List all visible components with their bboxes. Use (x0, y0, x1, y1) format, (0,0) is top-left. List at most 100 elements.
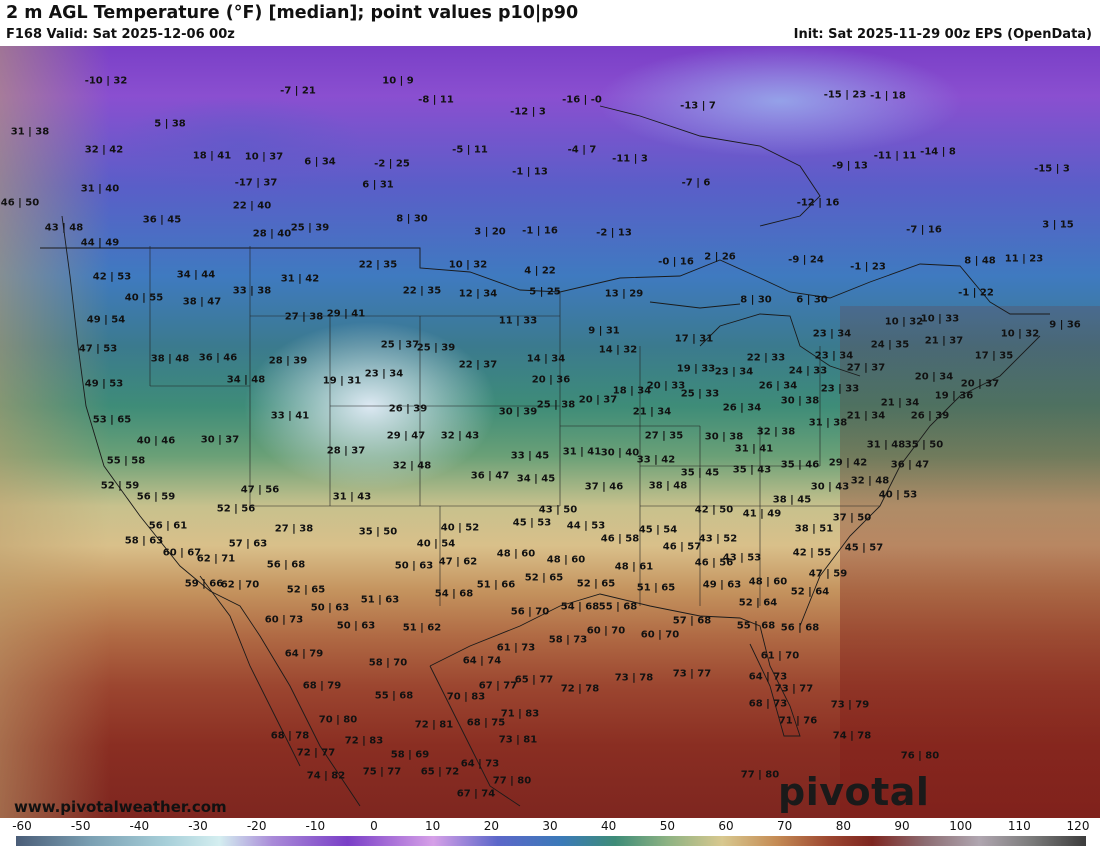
point-value: 56 | 68 (780, 622, 820, 634)
point-value: 55 | 58 (106, 455, 146, 467)
point-value: 11 | 33 (498, 315, 538, 327)
point-value: 45 | 53 (512, 517, 552, 529)
temperature-map[interactable]: -10 | 32 -7 | 21 10 | 9 -8 | 11 -12 | 3 -16 |… (0, 46, 1100, 818)
point-value: 71 | 83 (500, 708, 540, 720)
point-value: 58 | 70 (368, 657, 408, 669)
point-value: 37 | 50 (832, 512, 872, 524)
point-value: 60 | 70 (586, 625, 626, 637)
point-value: 20 | 33 (646, 380, 686, 392)
point-value: 64 | 73 (748, 671, 788, 683)
point-value: 53 | 65 (92, 414, 132, 426)
point-value: 21 | 34 (846, 410, 886, 422)
point-value: 67 | 77 (478, 680, 518, 692)
colorbar-tick: -60 (12, 819, 32, 833)
point-value: 38 | 45 (772, 494, 812, 506)
point-value: 57 | 68 (672, 615, 712, 627)
point-value: 38 | 51 (794, 523, 834, 535)
website-watermark: www.pivotalweather.com (14, 798, 227, 816)
point-value: 58 | 63 (124, 535, 164, 547)
point-value: 73 | 81 (498, 734, 538, 746)
point-value: -7 | 21 (280, 85, 316, 97)
colorbar-tick: -50 (70, 819, 91, 833)
point-value: 52 | 65 (576, 578, 616, 590)
point-value: 27 | 38 (284, 311, 324, 323)
colorbar-gradient (16, 836, 1086, 846)
colorbar-tick: 80 (835, 819, 851, 833)
point-value: 46 | 58 (600, 533, 640, 545)
point-value: 33 | 41 (270, 410, 310, 422)
point-value: 56 | 59 (136, 491, 176, 503)
point-value: 24 | 33 (788, 365, 828, 377)
point-value: 23 | 34 (812, 328, 852, 340)
point-value: 52 | 59 (100, 480, 140, 492)
point-value: 31 | 38 (10, 126, 50, 138)
point-value: 74 | 78 (832, 730, 872, 742)
point-value: 26 | 39 (910, 410, 950, 422)
point-value: 33 | 45 (510, 450, 550, 462)
point-value: 49 | 54 (86, 314, 126, 326)
point-value: 20 | 37 (960, 378, 1000, 390)
point-value: 52 | 56 (216, 503, 256, 515)
point-value: 45 | 54 (638, 524, 678, 536)
point-value: 60 | 67 (162, 547, 202, 559)
point-value: 77 | 80 (740, 769, 780, 781)
point-value: 2 | 26 (704, 251, 736, 263)
point-value: 38 | 48 (150, 353, 190, 365)
point-value: -2 | 13 (596, 227, 632, 239)
point-value: 35 | 46 (780, 459, 820, 471)
point-value: 32 | 38 (756, 426, 796, 438)
point-value: 31 | 48 (866, 439, 906, 451)
map-boundaries (40, 105, 1050, 807)
point-value: 49 | 53 (84, 378, 124, 390)
point-value: 32 | 48 (850, 475, 890, 487)
point-value: 40 | 52 (440, 522, 480, 534)
point-value: 31 | 41 (734, 443, 774, 455)
point-value: 35 | 43 (732, 464, 772, 476)
point-value: 55 | 68 (598, 601, 638, 613)
point-value: 51 | 65 (636, 582, 676, 594)
point-value: 23 | 34 (814, 350, 854, 362)
point-value: 68 | 79 (302, 680, 342, 692)
colorbar-tick: -20 (246, 819, 267, 833)
point-value: 32 | 43 (440, 430, 480, 442)
point-value: 72 | 78 (560, 683, 600, 695)
point-value: 55 | 68 (736, 620, 776, 632)
colorbar-tick: -30 (188, 819, 208, 833)
point-value: 61 | 70 (760, 650, 800, 662)
point-value: 35 | 50 (358, 526, 398, 538)
point-value: 6 | 30 (796, 294, 828, 306)
colorbar-tick: 50 (659, 819, 675, 833)
point-value: 22 | 35 (402, 285, 442, 297)
point-value: 48 | 61 (614, 561, 654, 573)
point-value: 40 | 55 (124, 292, 164, 304)
point-value: -4 | 7 (567, 144, 597, 156)
point-value: 73 | 77 (774, 683, 814, 695)
point-value: 23 | 33 (820, 383, 860, 395)
point-value: 36 | 45 (142, 214, 182, 226)
point-value: 41 | 49 (742, 508, 782, 520)
point-value: 19 | 31 (322, 375, 362, 387)
point-value: 43 | 52 (698, 533, 738, 545)
point-value: 29 | 42 (828, 457, 868, 469)
point-value: 14 | 34 (526, 353, 566, 365)
point-value: -1 | 13 (512, 166, 548, 178)
valid-time: F168 Valid: Sat 2025-12-06 00z (6, 27, 235, 42)
point-value: 74 | 82 (306, 770, 346, 782)
point-value: 25 | 39 (416, 342, 456, 354)
point-value: -15 | 3 (1034, 163, 1070, 175)
point-value: 10 | 32 (884, 316, 924, 328)
point-value: 76 | 80 (900, 750, 940, 762)
point-value: 67 | 74 (456, 788, 496, 800)
point-value: 52 | 65 (524, 572, 564, 584)
colorbar-tick: 70 (777, 819, 793, 833)
point-value: 46 | 50 (0, 197, 40, 209)
point-value: 31 | 38 (808, 417, 848, 429)
point-value: 48 | 60 (546, 554, 586, 566)
point-value: 18 | 41 (192, 150, 232, 162)
point-value: 26 | 34 (722, 402, 762, 414)
point-value: 44 | 53 (566, 520, 606, 532)
point-value: 29 | 41 (326, 308, 366, 320)
point-value: 72 | 77 (296, 747, 336, 759)
point-value: -17 | 37 (234, 177, 278, 189)
colorbar-tick: -40 (129, 819, 150, 833)
